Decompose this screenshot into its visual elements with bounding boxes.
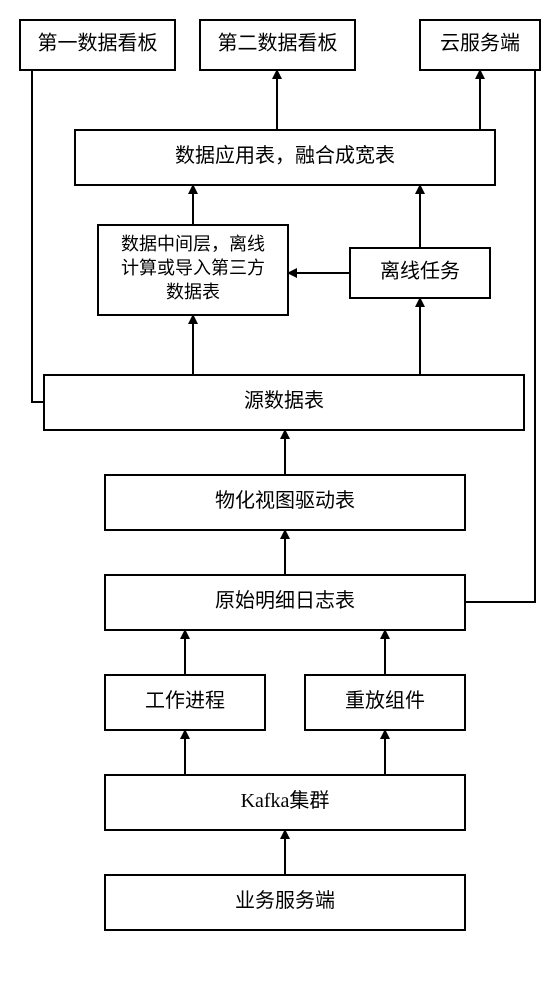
- node-cloud-label: 云服务端: [440, 32, 520, 55]
- node-biz-label: 业务服务端: [235, 889, 335, 912]
- node-mid_layer-label-line1: 数据中间层，离线: [121, 234, 265, 254]
- node-kafka: Kafka集群: [105, 775, 465, 830]
- node-dashboard2: 第二数据看板: [200, 20, 355, 70]
- flowchart-canvas: 第一数据看板 第二数据看板 云服务端数据应用表，融合成宽表数据中间层，离线计算或导入…: [0, 0, 560, 1000]
- node-raw_log: 原始明细日志表: [105, 575, 465, 630]
- node-mid_layer: 数据中间层，离线计算或导入第三方数据表: [98, 225, 288, 315]
- node-offline: 离线任务: [350, 248, 490, 298]
- node-source: 源数据表: [44, 375, 524, 430]
- node-raw_log-label: 原始明细日志表: [215, 589, 355, 612]
- node-worker: 工作进程: [105, 675, 265, 730]
- edge-source-dash1: [20, 45, 44, 402]
- node-replay-label: 重放组件: [345, 689, 425, 712]
- node-biz: 业务服务端: [105, 875, 465, 930]
- node-dashboard1-label: 第一数据看板: [38, 32, 158, 55]
- node-offline-label: 离线任务: [380, 260, 460, 283]
- nodes-layer: 第一数据看板 第二数据看板 云服务端数据应用表，融合成宽表数据中间层，离线计算或导入…: [20, 20, 540, 930]
- node-source-label: 源数据表: [244, 389, 324, 412]
- node-mid_layer-label-line2: 计算或导入第三方: [121, 258, 265, 278]
- node-cloud: 云服务端: [420, 20, 540, 70]
- edge-rawlog-cloud: [465, 45, 540, 602]
- node-replay: 重放组件: [305, 675, 465, 730]
- node-kafka-label: Kafka集群: [241, 789, 330, 812]
- node-mat_view-label: 物化视图驱动表: [215, 489, 355, 512]
- node-worker-label: 工作进程: [145, 689, 225, 712]
- node-dashboard1: 第一数据看板: [20, 20, 175, 70]
- node-dashboard2-label: 第二数据看板: [218, 32, 338, 55]
- node-mat_view: 物化视图驱动表: [105, 475, 465, 530]
- node-mid_layer-label-line3: 数据表: [166, 282, 220, 302]
- node-app_table: 数据应用表，融合成宽表: [75, 130, 495, 185]
- node-app_table-label: 数据应用表，融合成宽表: [175, 144, 395, 167]
